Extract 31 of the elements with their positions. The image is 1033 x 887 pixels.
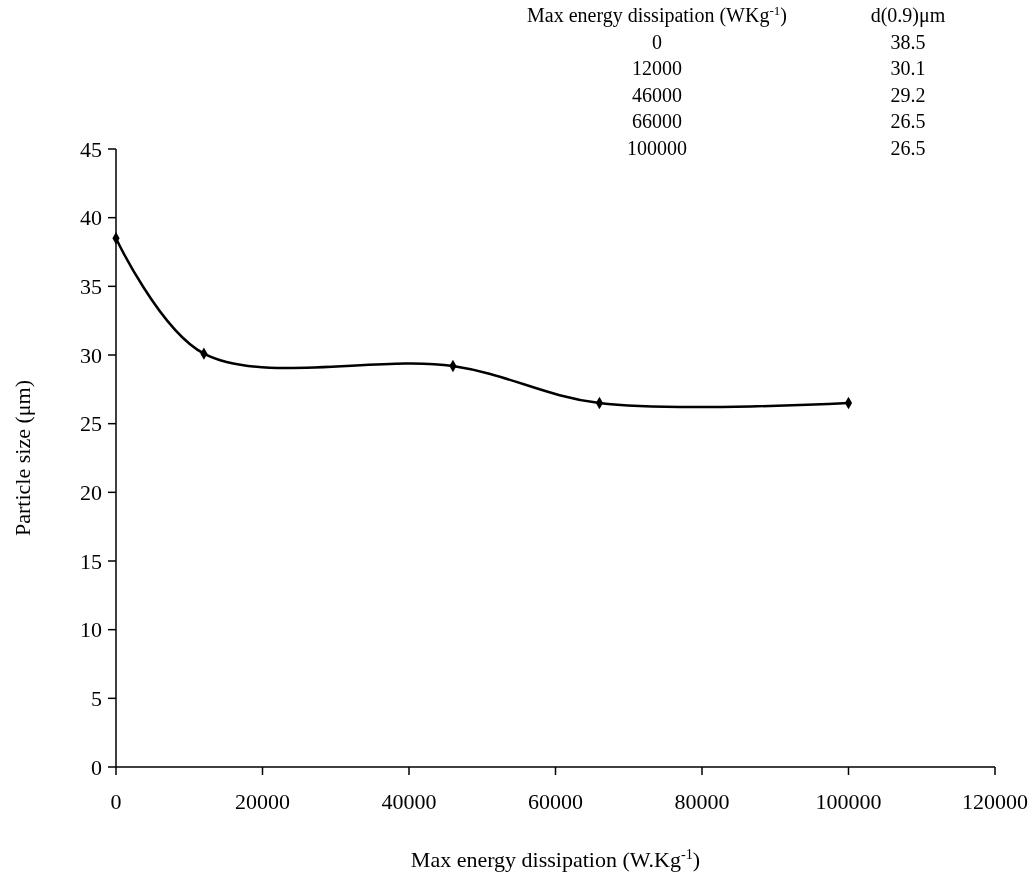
x-tick-label: 120000 (962, 789, 1028, 814)
y-tick-label: 25 (80, 411, 102, 437)
text: 12000 (632, 57, 682, 79)
y-tick-label: 30 (80, 342, 102, 368)
y-tick-label: 35 (80, 274, 102, 300)
x-tick-label: 100000 (815, 789, 882, 814)
text: 46000 (632, 83, 682, 106)
text: Max energy dissipation (WKg$^{-1}$) (527, 2, 787, 27)
text: d(0.9)μm (870, 4, 946, 27)
text: 29.2 (890, 83, 926, 106)
annotation: 26.5 (890, 136, 926, 159)
y-tick-label: 40 (80, 205, 102, 231)
y-tick-label: 10 (80, 617, 102, 643)
x-tick-label: 40000 (381, 789, 437, 814)
y-tick-label: 15 (80, 548, 102, 574)
text: 66000 (632, 110, 682, 132)
text: 0 (652, 30, 662, 53)
text: 30.1 (890, 57, 926, 79)
x-tick-label: 0 (110, 789, 122, 814)
y-tick-label: 20 (80, 480, 102, 506)
x-tick-label: 60000 (528, 789, 583, 814)
annotation: 100000 (627, 136, 687, 159)
text: 26.5 (890, 110, 926, 132)
x-tick-label: 80000 (674, 789, 730, 814)
y-tick-label: 0 (91, 754, 102, 780)
x-axis-title: Max energy dissipation (W.Kg$^{-1}$) (410, 846, 701, 872)
y-tick-label: 45 (80, 136, 102, 162)
y-tick-label: 5 (91, 686, 102, 712)
y-axis-title: Particle size (μm) (10, 380, 35, 536)
text: 38.5 (890, 30, 926, 53)
x-tick-label: 20000 (235, 789, 290, 814)
